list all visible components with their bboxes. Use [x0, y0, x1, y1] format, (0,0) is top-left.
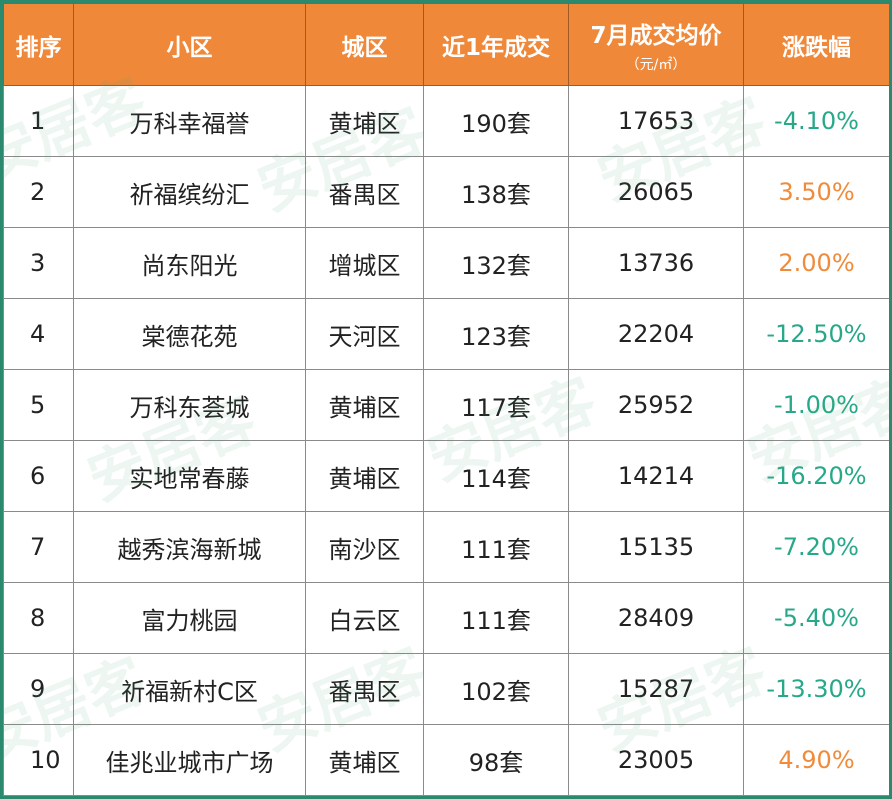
cell-community: 实地常春藤 — [73, 440, 306, 512]
table-row: 7 越秀滨海新城 南沙区 111套 15135 -7.20% — [3, 511, 889, 583]
cell-change: -12.50% — [743, 298, 889, 370]
cell-district: 番禺区 — [305, 156, 424, 228]
cell-price: 22204 — [568, 298, 744, 370]
cell-price: 15287 — [568, 653, 744, 725]
cell-price: 15135 — [568, 511, 744, 583]
cell-price: 23005 — [568, 724, 744, 796]
cell-rank: 9 — [3, 653, 74, 725]
cell-district: 番禺区 — [305, 653, 424, 725]
header-price-title: 7月成交均价 — [590, 22, 722, 49]
cell-rank: 8 — [3, 582, 74, 654]
cell-rank: 3 — [3, 227, 74, 299]
cell-price: 25952 — [568, 369, 744, 441]
cell-deals: 190套 — [423, 85, 569, 157]
cell-district: 南沙区 — [305, 511, 424, 583]
cell-deals: 123套 — [423, 298, 569, 370]
cell-deals: 138套 — [423, 156, 569, 228]
header-change: 涨跌幅 — [743, 3, 889, 86]
table-row: 2 祈福缤纷汇 番禺区 138套 26065 3.50% — [3, 156, 889, 228]
header-rank: 排序 — [3, 3, 74, 86]
table-row: 10 佳兆业城市广场 黄埔区 98套 23005 4.90% — [3, 724, 889, 796]
table-row: 4 棠德花苑 天河区 123套 22204 -12.50% — [3, 298, 889, 370]
cell-deals: 111套 — [423, 582, 569, 654]
cell-district: 黄埔区 — [305, 85, 424, 157]
cell-deals: 111套 — [423, 511, 569, 583]
cell-change: -1.00% — [743, 369, 889, 441]
table-row: 5 万科东荟城 黄埔区 117套 25952 -1.00% — [3, 369, 889, 441]
cell-change: 3.50% — [743, 156, 889, 228]
cell-district: 增城区 — [305, 227, 424, 299]
cell-price: 14214 — [568, 440, 744, 512]
cell-change: -5.40% — [743, 582, 889, 654]
cell-price: 17653 — [568, 85, 744, 157]
table-row: 1 万科幸福誉 黄埔区 190套 17653 -4.10% — [3, 85, 889, 157]
cell-price: 13736 — [568, 227, 744, 299]
cell-price: 26065 — [568, 156, 744, 228]
cell-community: 富力桃园 — [73, 582, 306, 654]
table-row: 8 富力桃园 白云区 111套 28409 -5.40% — [3, 582, 889, 654]
cell-deals: 98套 — [423, 724, 569, 796]
cell-district: 黄埔区 — [305, 440, 424, 512]
cell-community: 佳兆业城市广场 — [73, 724, 306, 796]
cell-district: 黄埔区 — [305, 369, 424, 441]
cell-change: -13.30% — [743, 653, 889, 725]
cell-rank: 10 — [3, 724, 74, 796]
cell-change: -7.20% — [743, 511, 889, 583]
cell-deals: 114套 — [423, 440, 569, 512]
cell-deals: 132套 — [423, 227, 569, 299]
cell-change: -16.20% — [743, 440, 889, 512]
cell-community: 万科幸福誉 — [73, 85, 306, 157]
header-price: 7月成交均价 （元/㎡） — [568, 3, 744, 86]
cell-community: 越秀滨海新城 — [73, 511, 306, 583]
cell-change: 2.00% — [743, 227, 889, 299]
cell-price: 28409 — [568, 582, 744, 654]
cell-community: 万科东荟城 — [73, 369, 306, 441]
header-row: 排序 小区 城区 近1年成交 7月成交均价 （元/㎡） 涨跌幅 — [3, 3, 889, 86]
cell-district: 天河区 — [305, 298, 424, 370]
table-row: 3 尚东阳光 增城区 132套 13736 2.00% — [3, 227, 889, 299]
cell-district: 黄埔区 — [305, 724, 424, 796]
header-district: 城区 — [305, 3, 424, 86]
cell-rank: 4 — [3, 298, 74, 370]
cell-rank: 1 — [3, 85, 74, 157]
cell-change: -4.10% — [743, 85, 889, 157]
cell-community: 祈福新村C区 — [73, 653, 306, 725]
cell-rank: 6 — [3, 440, 74, 512]
table-frame: 排序 小区 城区 近1年成交 7月成交均价 （元/㎡） 涨跌幅 1 万科幸福誉 黄埔… — [3, 3, 889, 796]
cell-community: 棠德花苑 — [73, 298, 306, 370]
header-price-unit: （元/㎡） — [625, 56, 687, 73]
table-row: 6 实地常春藤 黄埔区 114套 14214 -16.20% — [3, 440, 889, 512]
cell-community: 尚东阳光 — [73, 227, 306, 299]
table-row: 9 祈福新村C区 番禺区 102套 15287 -13.30% — [3, 653, 889, 725]
ranking-table: 排序 小区 城区 近1年成交 7月成交均价 （元/㎡） 涨跌幅 1 万科幸福誉 黄埔… — [3, 3, 889, 796]
header-community: 小区 — [73, 3, 306, 86]
cell-rank: 2 — [3, 156, 74, 228]
cell-district: 白云区 — [305, 582, 424, 654]
cell-deals: 102套 — [423, 653, 569, 725]
cell-deals: 117套 — [423, 369, 569, 441]
cell-rank: 5 — [3, 369, 74, 441]
cell-change: 4.90% — [743, 724, 889, 796]
header-deals: 近1年成交 — [423, 3, 569, 86]
cell-community: 祈福缤纷汇 — [73, 156, 306, 228]
cell-rank: 7 — [3, 511, 74, 583]
